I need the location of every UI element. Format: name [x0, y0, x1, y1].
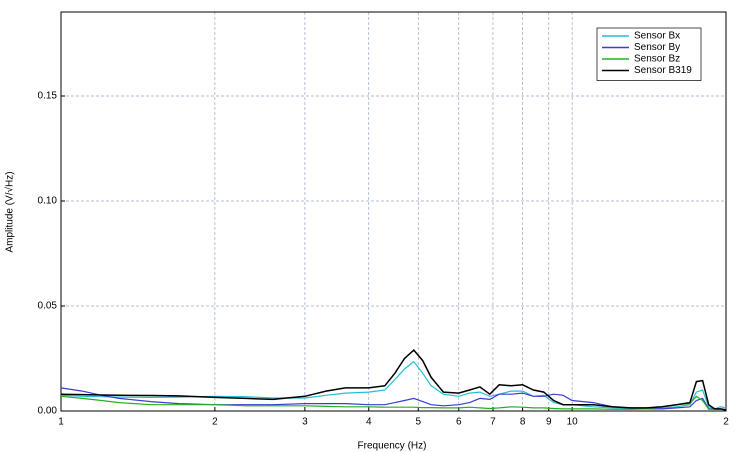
x-tick-label: 10	[567, 417, 579, 428]
y-tick-label: 0.05	[38, 301, 58, 312]
x-tick-label: 3	[302, 417, 308, 428]
x-tick-label: 2	[723, 417, 729, 428]
series-line	[60, 387, 727, 411]
series-line	[60, 349, 727, 411]
legend-label: Sensor By	[634, 42, 680, 53]
x-tick-label: 5	[415, 417, 421, 428]
x-tick-label: 7	[490, 417, 496, 428]
x-tick-label: 1	[58, 417, 64, 428]
x-tick-label: 9	[546, 417, 552, 428]
y-tick-label: 0.15	[38, 91, 58, 102]
legend-label: Sensor Bz	[634, 54, 680, 65]
y-tick-label: 0.00	[38, 406, 58, 417]
y-axis-label: Amplitude (V/√Hz)	[4, 171, 16, 252]
x-tick-label: 2	[212, 417, 218, 428]
series-line	[60, 360, 727, 410]
y-tick-label: 0.10	[38, 196, 58, 207]
x-axis-label: Frequency (Hz)	[358, 441, 427, 452]
x-tick-label: 8	[520, 417, 526, 428]
legend-label: Sensor Bx	[634, 31, 680, 42]
x-tick-label: 6	[456, 417, 462, 428]
x-tick-label: 4	[366, 417, 372, 428]
plot-frame	[60, 11, 727, 412]
legend-label: Sensor B319	[634, 65, 692, 76]
